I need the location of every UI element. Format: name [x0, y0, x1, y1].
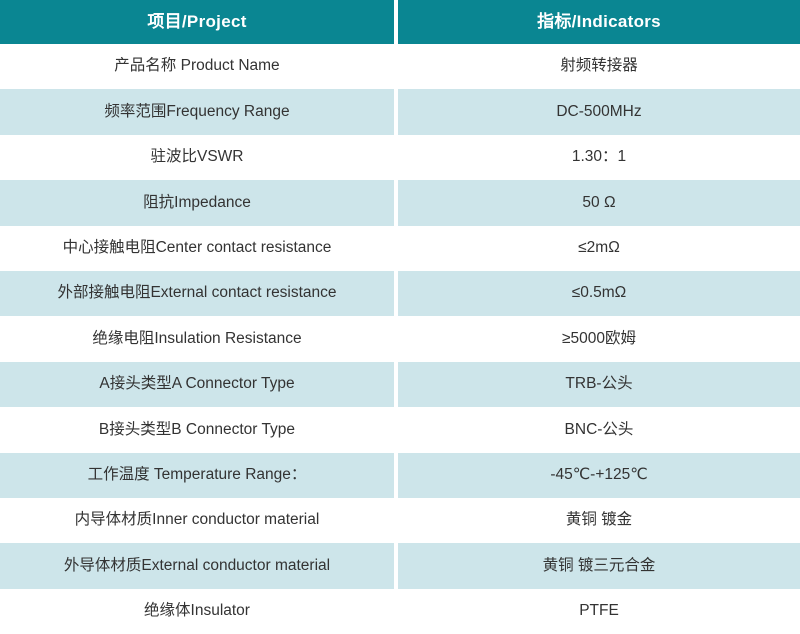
project-cell: 外部接触电阻External contact resistance	[0, 270, 394, 317]
column-divider	[394, 270, 398, 317]
table-row: 外部接触电阻External contact resistance ≤0.5mΩ	[0, 270, 800, 317]
indicator-cell: -45℃-+125℃	[398, 452, 800, 498]
indicator-cell: DC-500MHz	[398, 89, 800, 135]
column-divider	[394, 180, 398, 226]
column-divider	[394, 543, 398, 589]
indicator-cell: ≤2mΩ	[398, 225, 800, 271]
indicator-cell: 射频转接器	[398, 44, 800, 90]
project-cell: A接头类型A Connector Type	[0, 361, 394, 408]
column-divider	[394, 225, 398, 271]
indicator-cell: BNC-公头	[398, 407, 800, 453]
table-row: 频率范围Frequency Range DC-500MHz	[0, 89, 800, 135]
table-row: 外导体材质External conductor material 黄铜 镀三元合金	[0, 543, 800, 589]
table-row: 产品名称 Product Name 射频转接器	[0, 44, 800, 90]
indicator-cell: 黄铜 镀三元合金	[398, 543, 800, 589]
column-divider	[394, 316, 398, 362]
indicator-cell: 1.30：1	[398, 134, 800, 181]
column-divider	[394, 407, 398, 453]
indicator-cell: PTFE	[398, 588, 800, 634]
table-row: 工作温度 Temperature Range： -45℃-+125℃	[0, 452, 800, 498]
table-body: 产品名称 Product Name 射频转接器 频率范围Frequency Rang…	[0, 44, 800, 634]
project-cell: 绝缘体Insulator	[0, 588, 394, 634]
project-cell: 内导体材质Inner conductor material	[0, 497, 394, 544]
project-cell: 频率范围Frequency Range	[0, 89, 394, 135]
header-cell-project: 项目/Project	[0, 0, 394, 44]
project-cell: 中心接触电阻Center contact resistance	[0, 225, 394, 271]
indicator-cell: TRB-公头	[398, 361, 800, 408]
project-cell: B接头类型B Connector Type	[0, 407, 394, 453]
column-divider	[394, 361, 398, 408]
table-row: 阻抗Impedance 50 Ω	[0, 180, 800, 226]
table-row: 内导体材质Inner conductor material 黄铜 镀金	[0, 497, 800, 544]
column-divider	[394, 0, 398, 44]
project-cell: 工作温度 Temperature Range：	[0, 452, 394, 498]
project-cell: 产品名称 Product Name	[0, 44, 394, 90]
table-row: 绝缘体Insulator PTFE	[0, 588, 800, 634]
indicator-cell: ≤0.5mΩ	[398, 270, 800, 317]
column-divider	[394, 452, 398, 498]
table-row: B接头类型B Connector Type BNC-公头	[0, 407, 800, 453]
column-divider	[394, 497, 398, 544]
table-row: A接头类型A Connector Type TRB-公头	[0, 361, 800, 408]
column-divider	[394, 134, 398, 181]
indicator-cell: 黄铜 镀金	[398, 497, 800, 544]
project-cell: 驻波比VSWR	[0, 134, 394, 181]
table-header-row: 项目/Project 指标/Indicators	[0, 0, 800, 44]
project-cell: 阻抗Impedance	[0, 180, 394, 226]
indicator-cell: ≥5000欧姆	[398, 316, 800, 362]
column-divider	[394, 89, 398, 135]
table-row: 绝缘电阻Insulation Resistance ≥5000欧姆	[0, 316, 800, 362]
project-cell: 外导体材质External conductor material	[0, 543, 394, 589]
header-cell-indicators: 指标/Indicators	[398, 0, 800, 44]
indicator-cell: 50 Ω	[398, 180, 800, 226]
table-row: 驻波比VSWR 1.30：1	[0, 134, 800, 181]
column-divider	[394, 588, 398, 634]
column-divider	[394, 44, 398, 90]
table-row: 中心接触电阻Center contact resistance ≤2mΩ	[0, 225, 800, 271]
project-cell: 绝缘电阻Insulation Resistance	[0, 316, 394, 362]
